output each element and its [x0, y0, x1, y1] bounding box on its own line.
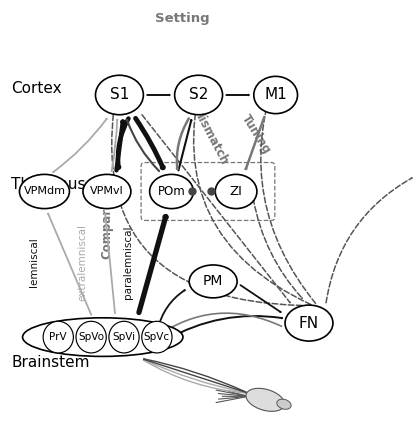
Text: ZI: ZI [229, 185, 242, 198]
Text: S2: S2 [189, 88, 208, 103]
Ellipse shape [23, 318, 183, 356]
Text: S1: S1 [110, 88, 129, 103]
Text: Brainstem: Brainstem [11, 355, 89, 370]
Text: Thalamus: Thalamus [11, 177, 86, 192]
Ellipse shape [189, 265, 237, 298]
Text: Mismatch: Mismatch [189, 106, 231, 168]
Ellipse shape [285, 305, 333, 341]
Ellipse shape [175, 75, 222, 115]
Text: Comparison: Comparison [100, 181, 113, 259]
Text: Cortex: Cortex [11, 81, 62, 96]
Ellipse shape [95, 75, 143, 115]
Ellipse shape [215, 174, 257, 209]
Text: PM: PM [203, 275, 223, 288]
Text: lemniscal: lemniscal [29, 238, 39, 287]
Ellipse shape [20, 174, 69, 209]
Text: SpVo: SpVo [78, 332, 104, 342]
Text: M1: M1 [264, 88, 287, 103]
Text: FN: FN [299, 315, 319, 330]
Text: POm: POm [158, 185, 185, 198]
Ellipse shape [150, 174, 194, 209]
Text: PrV: PrV [49, 332, 67, 342]
Ellipse shape [76, 321, 106, 353]
Ellipse shape [43, 321, 74, 353]
Text: VPMvl: VPMvl [90, 187, 124, 197]
Ellipse shape [246, 389, 285, 411]
Text: SpVi: SpVi [112, 332, 135, 342]
Ellipse shape [109, 321, 139, 353]
Text: paralemniscal: paralemniscal [123, 226, 133, 299]
Text: SpVc: SpVc [144, 332, 170, 342]
Text: VPMdm: VPMdm [23, 187, 66, 197]
Ellipse shape [83, 174, 131, 209]
Text: extralemniscal: extralemniscal [77, 224, 87, 301]
Ellipse shape [254, 77, 298, 114]
Ellipse shape [277, 399, 291, 409]
Text: Setting: Setting [155, 12, 209, 25]
Ellipse shape [142, 321, 172, 353]
Text: Tuning: Tuning [238, 112, 273, 157]
